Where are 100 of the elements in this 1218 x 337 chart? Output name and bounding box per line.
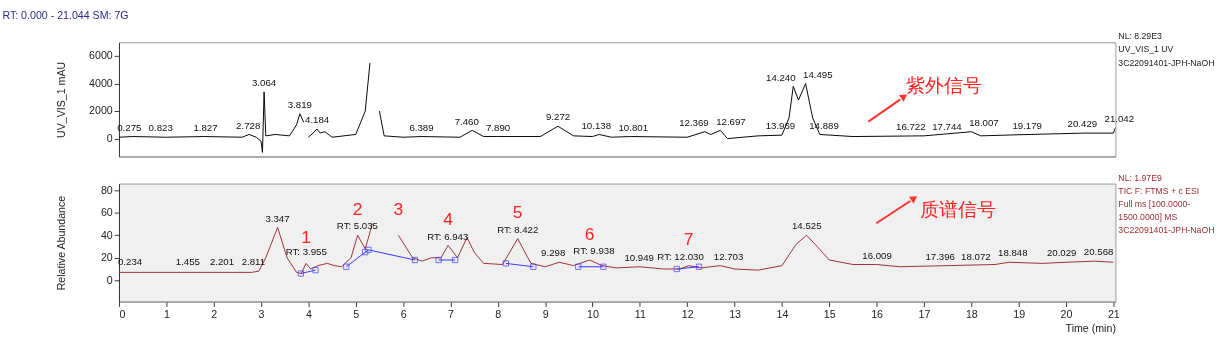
annotation: RT: 8.422 bbox=[497, 223, 539, 235]
x-tick-label: 19 bbox=[1013, 307, 1026, 320]
point bbox=[435, 256, 442, 264]
annotation: 2.728 bbox=[236, 119, 261, 131]
point bbox=[575, 263, 582, 270]
y-tick-label: 4000 bbox=[89, 76, 113, 89]
x-tick-label: 18 bbox=[965, 307, 978, 320]
annotation: 9.272 bbox=[545, 111, 571, 123]
point bbox=[502, 260, 509, 267]
x-tick-label: 15 bbox=[823, 307, 836, 320]
x-tick-label: 21 bbox=[1107, 307, 1120, 320]
annotation: 3.347 bbox=[265, 212, 290, 224]
x-tick-label: 8 bbox=[495, 307, 502, 320]
annotation: 16.722 bbox=[896, 121, 926, 133]
annotation: 4 bbox=[443, 209, 454, 230]
annotation: 14.525 bbox=[792, 220, 822, 232]
y-tick-label: 0 bbox=[106, 273, 113, 286]
annotation: 质谱信号 bbox=[920, 198, 997, 221]
x-tick-label: 17 bbox=[918, 307, 931, 320]
annotation: 21.042 bbox=[1104, 112, 1135, 124]
annotation: 7.890 bbox=[486, 121, 511, 133]
annotation: 18.072 bbox=[961, 250, 991, 262]
annotation: RT: 12.030 bbox=[657, 250, 704, 262]
chart-title: RT: 0.000 - 21.044 SM: 7G bbox=[2, 8, 129, 21]
annotation: 2.811 bbox=[241, 256, 266, 268]
annotation: 3 bbox=[393, 198, 404, 219]
x-tick-label: 2 bbox=[211, 307, 218, 320]
annotation: 20.029 bbox=[1046, 247, 1077, 259]
x-axis-title: Time (min) bbox=[1065, 322, 1116, 335]
point bbox=[452, 256, 459, 264]
y-tick-label: 60 bbox=[100, 206, 113, 219]
x-tick-label: 5 bbox=[353, 307, 360, 320]
x-tick-label: 20 bbox=[1060, 307, 1073, 320]
annotation: 18.007 bbox=[969, 116, 999, 128]
annotation: 10.138 bbox=[581, 119, 612, 131]
point bbox=[365, 246, 372, 254]
point bbox=[673, 265, 680, 273]
x-tick-label: 6 bbox=[400, 307, 407, 320]
annotation: 20.568 bbox=[1083, 246, 1114, 258]
y-tick-label: 6000 bbox=[89, 49, 113, 62]
x-tick-label: 14 bbox=[776, 307, 789, 320]
y-tick-label: 20 bbox=[100, 251, 113, 264]
point bbox=[530, 263, 537, 270]
text: TIC F: FTMS + c ESI Full ms [100.0000-1500.0000] MS bbox=[1118, 185, 1200, 222]
annotation: 18.848 bbox=[998, 247, 1028, 259]
point bbox=[600, 263, 607, 270]
annotation: 10.801 bbox=[618, 121, 649, 133]
annotation: 1 bbox=[301, 227, 311, 248]
x-tick-label: 0 bbox=[119, 307, 126, 320]
annotation: 14.240 bbox=[766, 71, 796, 83]
annotation: 9.298 bbox=[541, 247, 566, 259]
annotation: 紫外信号 bbox=[906, 73, 983, 96]
annotation: 5 bbox=[512, 202, 523, 223]
annotation: RT: 3.955 bbox=[285, 246, 327, 258]
annotation: 6.389 bbox=[409, 121, 434, 133]
annotation: 6 bbox=[584, 223, 595, 244]
point bbox=[312, 266, 319, 274]
annotation: 19.179 bbox=[1012, 119, 1042, 131]
point bbox=[411, 256, 419, 264]
annotation: 10.949 bbox=[624, 251, 654, 263]
annotation: 2.201 bbox=[209, 256, 235, 268]
y-axis-title: UV_VIS_1 mAU bbox=[55, 61, 68, 138]
point bbox=[695, 263, 703, 270]
point bbox=[297, 270, 304, 277]
annotation: 4.184 bbox=[305, 114, 330, 126]
x-tick-label: 13 bbox=[729, 307, 742, 320]
text: UV_VIS_1 UV bbox=[1118, 44, 1174, 55]
y-tick-label: 2000 bbox=[89, 104, 113, 117]
y-axis-title: Relative Abundance bbox=[55, 195, 68, 291]
annotation: RT: 9.938 bbox=[573, 245, 615, 257]
annotation: 7.460 bbox=[454, 115, 479, 127]
annotation: 2 bbox=[352, 198, 363, 219]
x-tick-label: 3 bbox=[258, 307, 265, 320]
annotation: 3.064 bbox=[251, 77, 277, 89]
text: 3C22091401-JPH-NaOH bbox=[1118, 224, 1215, 235]
annotation: 12.703 bbox=[713, 250, 744, 262]
annotation: 16.009 bbox=[862, 249, 892, 261]
text: NL: 1.97E9 bbox=[1118, 172, 1162, 183]
x-tick-label: 1 bbox=[163, 307, 170, 320]
annotation: RT: 5.035 bbox=[336, 220, 378, 232]
x-tick-label: 4 bbox=[305, 307, 312, 320]
x-tick-label: 16 bbox=[871, 307, 884, 320]
x-tick-label: 11 bbox=[634, 307, 646, 320]
y-tick-label: 40 bbox=[100, 228, 113, 241]
point bbox=[343, 263, 350, 270]
x-tick-label: 12 bbox=[681, 307, 694, 320]
x-tick-label: 9 bbox=[542, 307, 549, 320]
annotation: 7 bbox=[683, 229, 694, 250]
annotation: 0.823 bbox=[148, 122, 173, 134]
text: 3C22091401-JPH-NaOH bbox=[1118, 57, 1215, 68]
annotation: 1.455 bbox=[175, 256, 200, 268]
annotation: 17.744 bbox=[932, 121, 963, 133]
annotation: 3.819 bbox=[287, 99, 312, 111]
text: NL: 8.29E3 bbox=[1118, 31, 1162, 42]
annotation: 20.429 bbox=[1067, 118, 1098, 130]
point bbox=[362, 249, 369, 256]
x-tick-label: 10 bbox=[587, 307, 599, 320]
annotation: 12.369 bbox=[679, 116, 709, 128]
annotation: 1.827 bbox=[193, 121, 218, 133]
annotation: 17.396 bbox=[925, 250, 955, 262]
